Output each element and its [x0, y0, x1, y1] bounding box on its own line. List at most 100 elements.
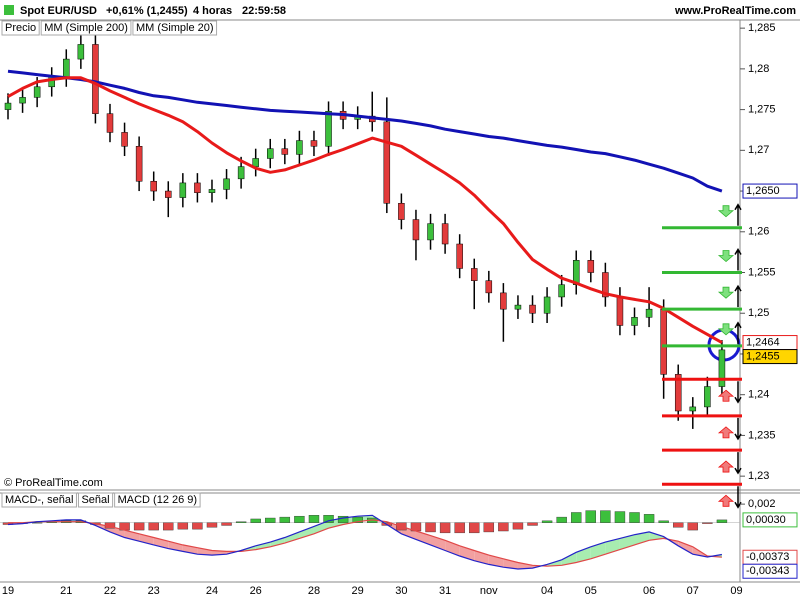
x-tick-label: 30	[395, 585, 407, 597]
y-tick-label: 1,28	[748, 63, 769, 75]
y-tick-label: 1,25	[748, 307, 769, 319]
macd-histogram-bar	[498, 522, 509, 532]
macd-histogram-bar	[294, 515, 305, 523]
legend-box	[40, 20, 132, 36]
y-tick-label: 1,23	[748, 470, 769, 482]
macd-signal-fill	[649, 531, 664, 541]
macd-histogram-bar	[702, 522, 713, 524]
candle-body	[252, 158, 259, 167]
copyright: © ProRealTime.com	[4, 477, 103, 489]
candle-body	[106, 113, 114, 133]
y-tick-label: 1,285	[748, 22, 776, 34]
macd-histogram-bar	[585, 510, 596, 523]
macd-signal-fill	[299, 526, 314, 539]
value-label: -0,00373	[746, 551, 789, 563]
candle-body	[645, 308, 653, 318]
x-tick-label: 05	[585, 585, 597, 597]
macd-histogram-bar	[600, 510, 611, 523]
candle-body	[194, 182, 201, 193]
candle-body	[179, 182, 187, 198]
candle-body	[150, 181, 157, 192]
candle-body	[660, 308, 667, 375]
x-tick-label: 29	[352, 585, 364, 597]
candle-body	[572, 260, 580, 285]
macd-histogram-bar	[265, 517, 276, 523]
macd-signal-fill	[634, 531, 650, 545]
y-tick-label: 1,255	[748, 266, 776, 278]
macd-histogram-bar	[250, 518, 261, 523]
macd-signal-fill	[445, 540, 460, 557]
candle-body	[121, 132, 128, 147]
macd-line	[7, 514, 723, 570]
level-arrow	[717, 426, 735, 439]
candle-body	[296, 140, 303, 155]
macd-histogram-bar	[206, 522, 218, 528]
macd-histogram-bar	[571, 512, 582, 523]
level-arrow	[717, 250, 735, 263]
macd-histogram-bar	[439, 522, 451, 534]
candle-body	[310, 140, 318, 147]
candle-body	[529, 304, 536, 314]
value-label: 1,2455	[746, 350, 780, 362]
legend-box	[114, 492, 201, 508]
candle-body	[689, 406, 697, 412]
legend-box	[132, 20, 218, 36]
trend-arrow	[734, 417, 742, 441]
y-tick-label: 1,275	[748, 104, 776, 116]
change: +0,61% (1,2455)	[106, 5, 188, 17]
symbol: Spot EUR/USD	[20, 5, 97, 17]
macd-histogram-bar	[308, 515, 320, 523]
candle-body	[631, 317, 638, 326]
candle-body	[208, 189, 216, 193]
macd-histogram-bar	[163, 522, 174, 531]
level-arrow	[717, 460, 735, 473]
level-arrow	[717, 389, 735, 402]
candle-body	[485, 280, 493, 294]
macd-histogram-bar	[352, 516, 363, 523]
candle-body	[718, 349, 726, 387]
macd-histogram-bar	[221, 522, 232, 526]
y-tick-label: 1,235	[748, 429, 776, 441]
value-label: 1,2650	[746, 185, 780, 197]
macd-histogram-bar	[235, 521, 247, 523]
macd-histogram-bar	[512, 522, 524, 530]
macd-histogram-bar	[323, 515, 334, 523]
macd-histogram-bar	[629, 512, 640, 523]
y-tick-label: 0,002	[748, 498, 776, 510]
legend-entry: MACD-, señal	[5, 494, 73, 506]
macd-histogram-bar	[643, 514, 655, 523]
candle-body	[135, 146, 143, 182]
y-tick-label: 1,27	[748, 144, 769, 156]
macd-histogram-bar	[454, 522, 465, 534]
symbol-icon	[4, 5, 14, 15]
legend-entry: MM (Simple 20)	[136, 22, 214, 34]
x-tick-label: 09	[730, 585, 742, 597]
candle-body	[165, 190, 172, 198]
macd-signal-fill	[576, 546, 591, 563]
macd-signal-fill	[590, 542, 606, 559]
trend-arrow	[734, 452, 742, 475]
legend-entry: Señal	[81, 494, 109, 506]
level-arrow	[717, 286, 735, 299]
y-tick-label: 1,24	[748, 389, 769, 401]
moving-average	[7, 76, 723, 344]
candle-body	[514, 304, 522, 310]
macd-signal-fill	[517, 562, 533, 570]
macd-signal-fill	[313, 520, 329, 534]
candle-body	[704, 386, 711, 408]
x-tick-label: 22	[104, 585, 116, 597]
value-label: 0,00030	[746, 514, 786, 526]
macd-histogram-bar	[614, 511, 626, 523]
trend-arrow	[734, 203, 742, 226]
macd-histogram-bar	[148, 522, 159, 531]
macd-histogram-bar	[425, 522, 436, 533]
macd-signal-fill	[561, 552, 577, 566]
candle-body	[674, 374, 682, 412]
candle-body	[500, 292, 507, 310]
candle-body	[33, 86, 41, 98]
macd-histogram-bar	[527, 522, 538, 526]
x-tick-label: 26	[250, 585, 262, 597]
level-arrow	[717, 494, 735, 507]
legend-box	[1, 20, 40, 36]
macd-signal-fill	[270, 537, 285, 547]
